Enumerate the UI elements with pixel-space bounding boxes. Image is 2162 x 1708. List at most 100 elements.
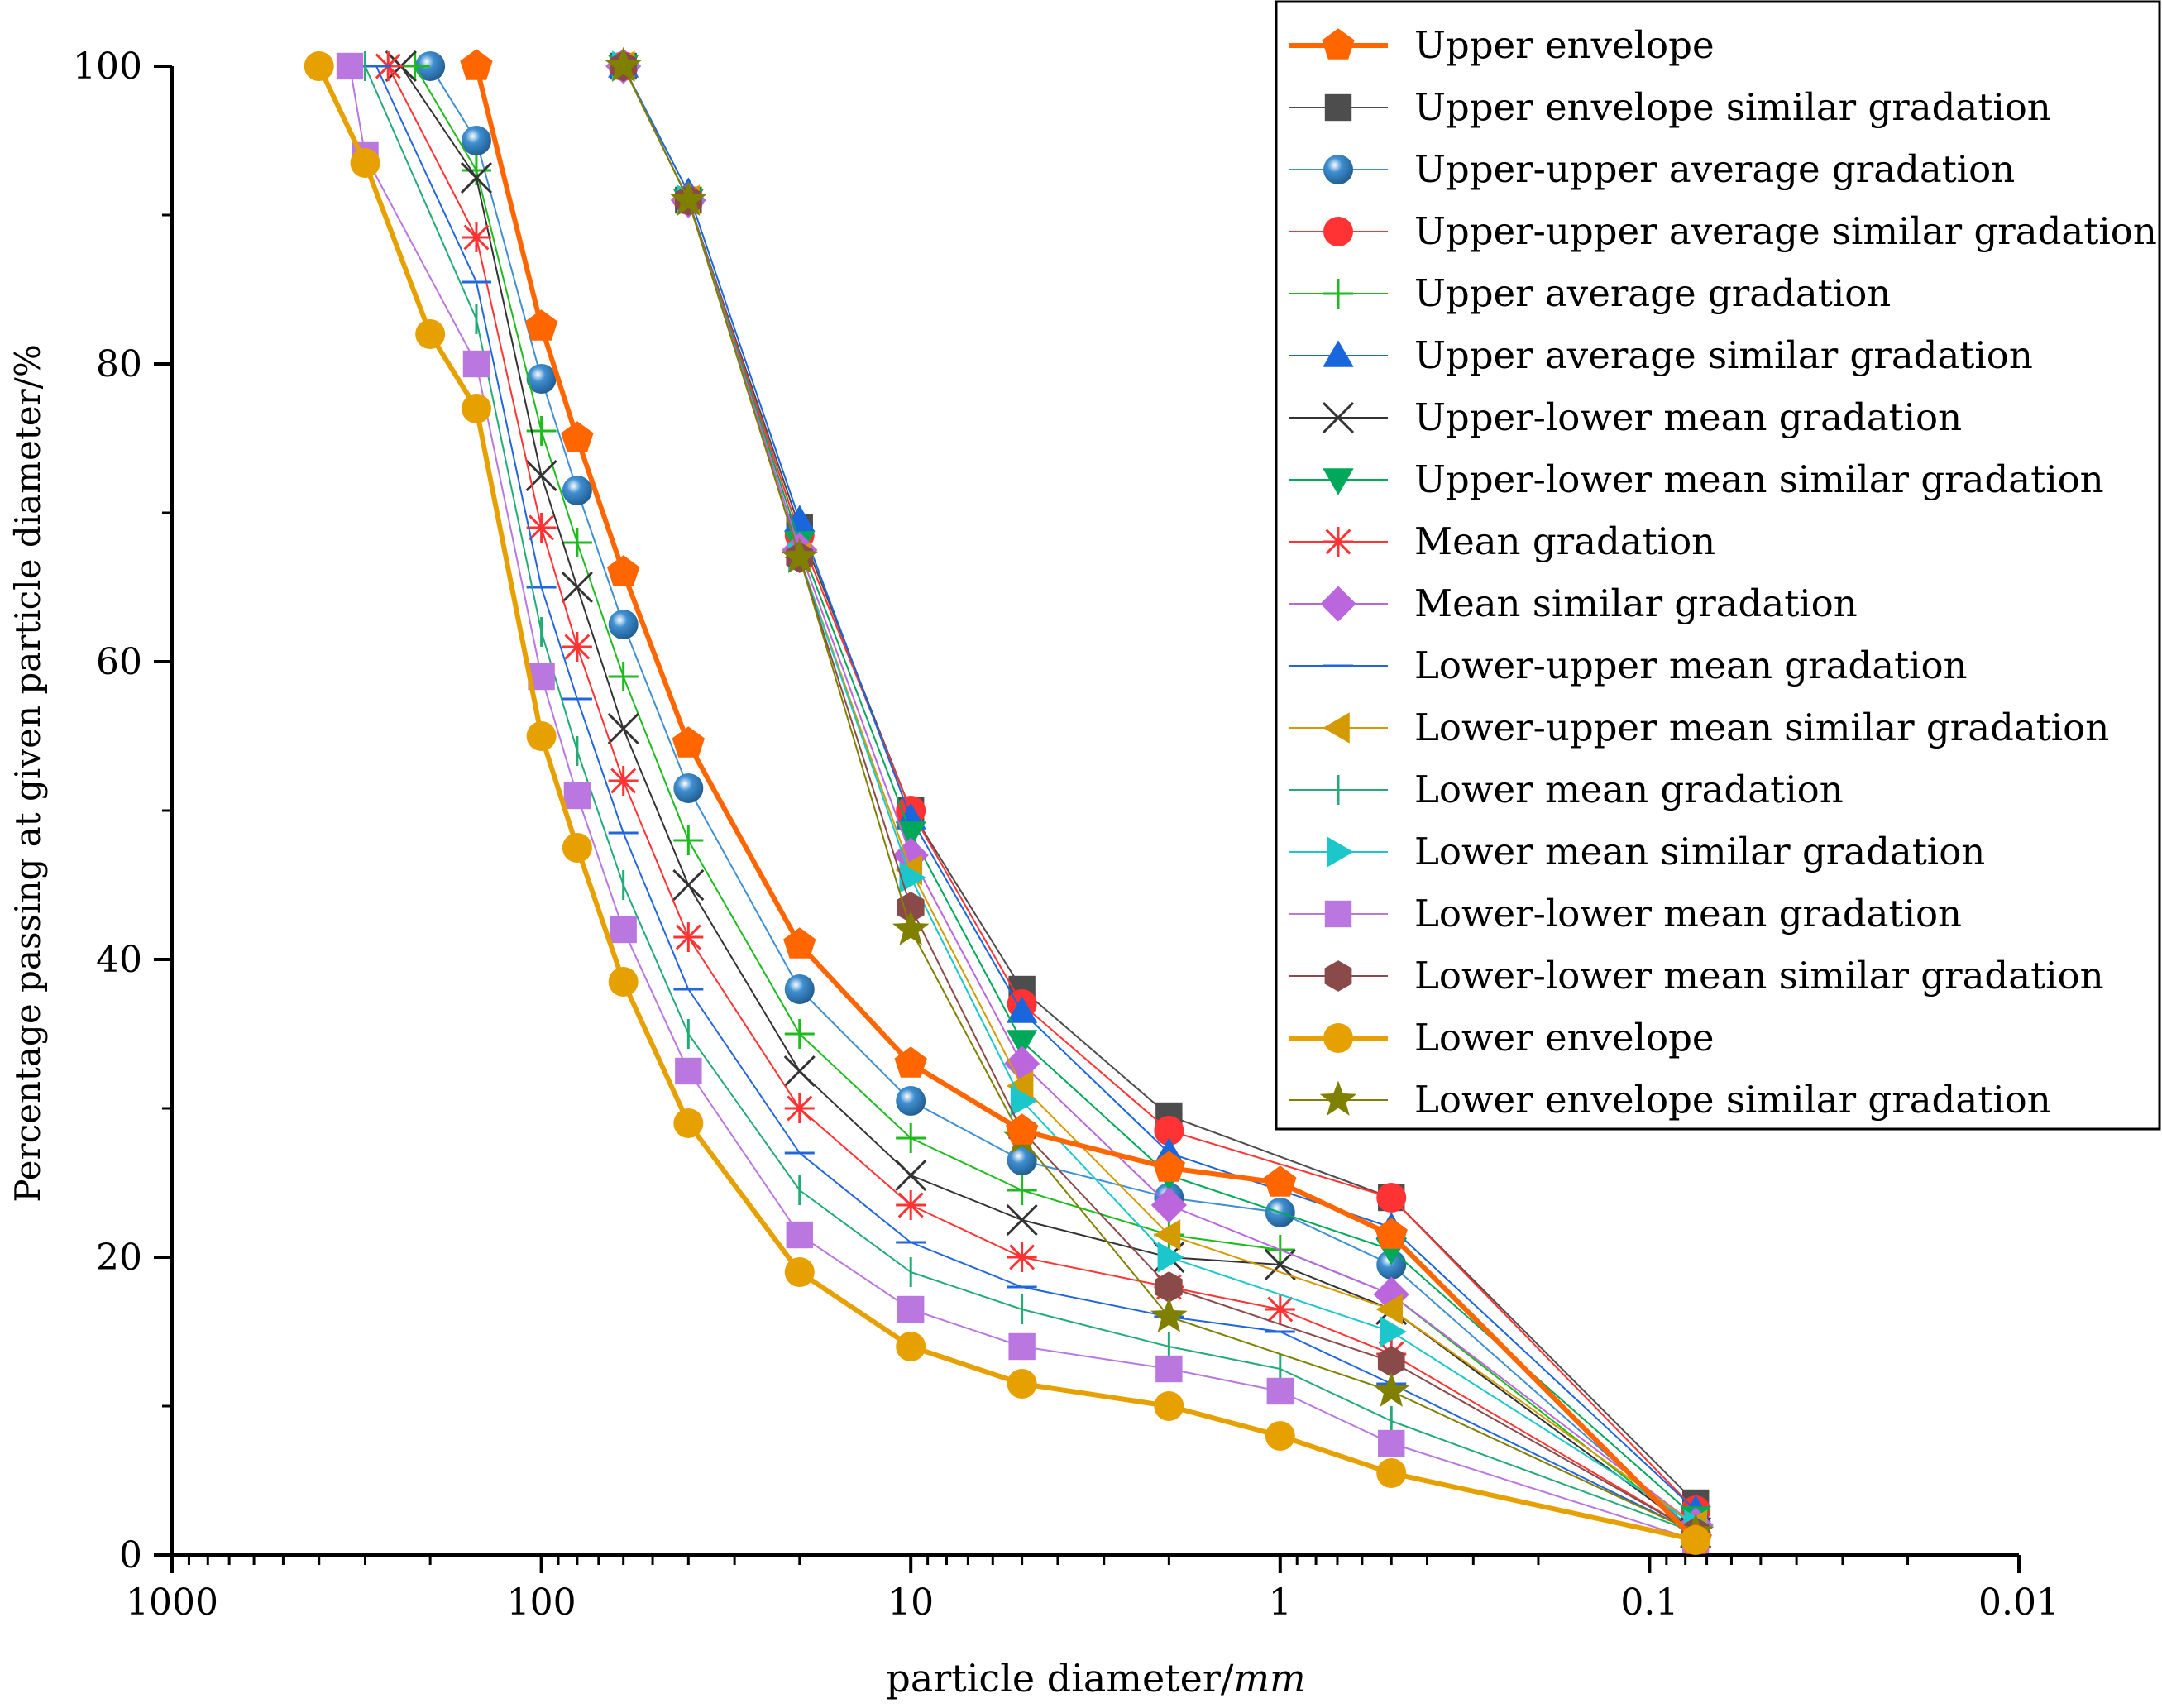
legend-label: Upper envelope similar gradation [1414, 85, 2051, 129]
legend-marker [1323, 155, 1353, 184]
series-0 [460, 49, 1712, 1554]
data-point [897, 1295, 925, 1323]
x-axis-title-text: particle diameter/ [886, 1656, 1233, 1701]
data-point [607, 555, 640, 586]
axes-layer: 0 20 40 60 80 100 1000 100 10 1 0.1 0.01 [73, 45, 2059, 1624]
legend-label: Upper-lower mean gradation [1414, 395, 1962, 439]
data-point [1152, 1151, 1185, 1182]
legend-label: Upper average gradation [1414, 271, 1891, 315]
data-point [1007, 1175, 1037, 1205]
x-tick-label: 100 [507, 1581, 576, 1624]
data-point [526, 364, 557, 394]
legend-item: Lower-lower mean similar gradation [1289, 954, 2104, 998]
data-point [1378, 1429, 1405, 1457]
data-point [526, 513, 557, 543]
data-point [784, 974, 815, 1004]
data-point [350, 148, 380, 178]
legend-label: Upper-lower mean similar gradation [1414, 457, 2104, 501]
data-point [1008, 1332, 1036, 1361]
data-point [1373, 1371, 1410, 1407]
data-point [610, 916, 637, 944]
y-axis-title: Percentage passing at given particle dia… [7, 344, 48, 1202]
legend-label: Lower-upper mean gradation [1414, 643, 1968, 687]
series-line [622, 65, 1696, 1533]
y-tick-label: 100 [73, 45, 142, 88]
y-tick-label: 60 [96, 641, 142, 683]
data-point [608, 766, 639, 796]
legend-marker [1322, 28, 1355, 60]
data-point [1154, 1391, 1184, 1421]
data-point [1150, 1187, 1187, 1223]
x-tick-label: 0.1 [1620, 1581, 1678, 1624]
legend-item: Upper-upper average gradation [1289, 147, 2015, 191]
x-axis-title: particle diameter/mm [886, 1656, 1305, 1701]
series-16 [304, 51, 1711, 1555]
x-tick-label: 10 [887, 1581, 934, 1624]
data-point [415, 319, 446, 349]
x-tick-label: 1 [1269, 1581, 1292, 1624]
data-point [899, 862, 926, 893]
data-point [784, 1257, 815, 1287]
data-point [1266, 1377, 1294, 1405]
data-point [675, 1057, 702, 1085]
data-point [1006, 996, 1038, 1023]
data-point [526, 721, 557, 751]
data-point [304, 51, 334, 81]
data-point [783, 1055, 816, 1088]
data-point [896, 1086, 926, 1116]
legend-item: Lower-lower mean gradation [1289, 892, 1962, 935]
data-point [561, 571, 593, 604]
data-point [1007, 1070, 1034, 1102]
data-point [608, 610, 639, 639]
data-point [892, 910, 930, 945]
data-point [673, 1108, 704, 1138]
legend-label: Lower envelope [1414, 1016, 1715, 1060]
legend-label: Lower mean similar gradation [1414, 830, 1985, 873]
data-point [1153, 1219, 1181, 1251]
legend-marker [1323, 527, 1353, 557]
legend-item: Upper-upper average similar gradation [1289, 209, 2157, 253]
y-tick-label: 20 [96, 1237, 142, 1279]
legend-marker [1323, 340, 1354, 367]
data-point [672, 868, 705, 902]
data-point [895, 821, 926, 849]
y-tick-label: 0 [119, 1534, 142, 1576]
legend-frame [1275, 0, 2161, 1131]
legend-label: Mean gradation [1414, 519, 1715, 563]
legend-item: Lower envelope [1289, 1016, 1715, 1060]
data-point [894, 1046, 927, 1078]
data-point [561, 421, 594, 452]
legend-label: Mean similar gradation [1414, 581, 1858, 625]
y-tick-label: 40 [96, 939, 142, 981]
legend-item: Lower-upper mean gradation [1289, 643, 1968, 687]
data-point [461, 222, 491, 252]
series-12 [364, 51, 1697, 1548]
legend-marker [1319, 1080, 1357, 1116]
legend-item: Upper envelope [1289, 23, 1715, 67]
legend-marker [1323, 1023, 1353, 1053]
legend-marker [1323, 279, 1353, 309]
data-point [462, 350, 490, 378]
data-point [781, 538, 818, 573]
data-point [525, 459, 557, 492]
y-tick-label: 80 [96, 343, 142, 385]
data-point [673, 922, 704, 952]
legend-item: Upper-lower mean similar gradation [1289, 457, 2104, 501]
data-point [1376, 1458, 1407, 1488]
legend-item: Mean similar gradation [1289, 581, 1858, 625]
data-point [1006, 1203, 1038, 1237]
data-point [1377, 1346, 1405, 1377]
data-point [1373, 1276, 1409, 1313]
legend-label: Lower envelope similar gradation [1414, 1078, 2051, 1122]
x-axis-title-unit: mm [1233, 1656, 1305, 1701]
data-point [605, 46, 642, 82]
data-point [670, 180, 707, 216]
data-point [608, 967, 639, 997]
data-point [1154, 1116, 1184, 1146]
data-point [399, 51, 430, 81]
legend-marker [1320, 586, 1356, 622]
data-point [784, 1019, 815, 1049]
data-point [1265, 1421, 1295, 1451]
data-point [1380, 1316, 1407, 1347]
data-point [1157, 1242, 1184, 1273]
